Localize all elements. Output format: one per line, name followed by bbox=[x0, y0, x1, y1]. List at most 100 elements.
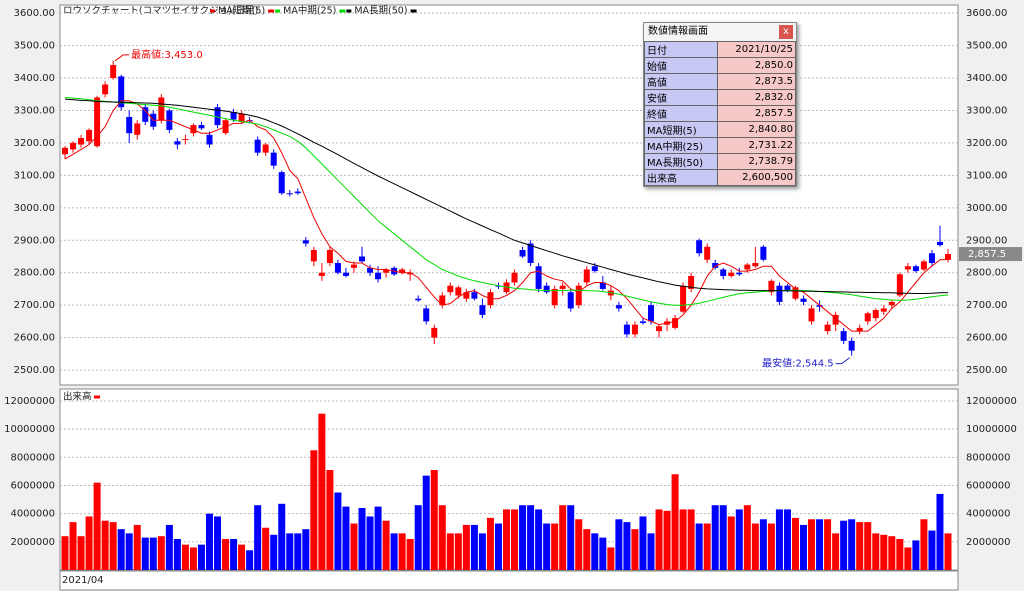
candle-body bbox=[118, 76, 125, 108]
volume-bar bbox=[695, 523, 703, 570]
volume-tick-label-right: 2000000 bbox=[966, 537, 1011, 548]
info-value: 2,850.0 bbox=[717, 57, 796, 74]
volume-bar bbox=[880, 534, 888, 570]
candle-body bbox=[567, 292, 574, 309]
candle-body bbox=[688, 275, 695, 289]
candle-body bbox=[86, 129, 93, 142]
volume-bar bbox=[414, 505, 422, 570]
volume-bar bbox=[559, 505, 567, 570]
volume-label: 出来高 bbox=[63, 391, 92, 403]
candle-body bbox=[728, 272, 735, 276]
volume-tick-label-right: 10000000 bbox=[966, 424, 1017, 435]
y-tick-label: 3200.00 bbox=[14, 138, 55, 149]
volume-bar bbox=[567, 505, 575, 570]
candle-body bbox=[78, 138, 85, 145]
volume-bar bbox=[109, 522, 117, 570]
candle-body bbox=[832, 314, 839, 325]
candle-body bbox=[696, 240, 703, 254]
candle-body bbox=[134, 123, 141, 135]
info-row: 終値 2,857.5 bbox=[644, 105, 796, 122]
info-value: 2,873.5 bbox=[717, 73, 796, 90]
date-strip bbox=[59, 570, 959, 591]
volume-bar bbox=[318, 413, 326, 570]
volume-bar bbox=[679, 509, 687, 570]
volume-bar bbox=[936, 493, 944, 570]
candle-body bbox=[367, 267, 374, 273]
x-tick-label: 2021/04 bbox=[62, 575, 104, 586]
candle-body bbox=[286, 193, 293, 195]
volume-bar bbox=[920, 519, 928, 570]
candle-body bbox=[736, 272, 743, 275]
volume-bar bbox=[238, 544, 246, 570]
high-label: 最高値:3,453.0 bbox=[131, 48, 203, 61]
info-row: MA中期(25) 2,731.22 bbox=[644, 137, 796, 154]
y-tick-label: 3100.00 bbox=[14, 170, 55, 181]
panel-header: 数値情報画面 x bbox=[644, 23, 796, 41]
volume-bar bbox=[711, 505, 719, 570]
candle-body bbox=[872, 310, 879, 319]
volume-tick-label: 8000000 bbox=[10, 452, 55, 463]
volume-bar bbox=[77, 536, 85, 570]
close-button[interactable]: x bbox=[779, 25, 793, 39]
candle-body bbox=[455, 287, 462, 296]
candle-body bbox=[752, 262, 759, 267]
candle-body bbox=[359, 256, 366, 262]
y-tick-label: 3500.00 bbox=[14, 41, 55, 52]
candle-body bbox=[302, 240, 309, 244]
volume-bar bbox=[639, 516, 647, 570]
volume-bar bbox=[406, 539, 414, 570]
volume-bar bbox=[181, 544, 189, 570]
candle-body bbox=[904, 266, 911, 270]
info-label: 高値 bbox=[644, 73, 718, 90]
volume-bar bbox=[390, 533, 398, 570]
volume-bar bbox=[864, 522, 872, 570]
candle-body bbox=[623, 324, 630, 335]
info-label: MA中期(25) bbox=[644, 137, 718, 154]
candle-body bbox=[471, 292, 478, 299]
volume-bar bbox=[519, 505, 527, 570]
candle-body bbox=[760, 246, 767, 260]
volume-bar bbox=[310, 450, 318, 570]
volume-bar bbox=[655, 509, 663, 570]
candle-body bbox=[62, 147, 68, 155]
y-tick-label: 3400.00 bbox=[14, 73, 55, 84]
candle-body bbox=[639, 321, 646, 324]
volume-bar bbox=[61, 536, 69, 570]
volume-bar bbox=[912, 540, 920, 570]
candle-body bbox=[342, 272, 349, 276]
volume-bar bbox=[398, 533, 406, 570]
volume-bar bbox=[775, 509, 783, 570]
volume-bar bbox=[382, 520, 390, 570]
volume-bar bbox=[494, 523, 502, 570]
volume-bar bbox=[230, 539, 238, 570]
candle-body bbox=[439, 295, 446, 306]
candle-body bbox=[920, 261, 927, 270]
volume-bar bbox=[751, 523, 759, 570]
candle-body bbox=[744, 264, 751, 270]
candle-body bbox=[294, 191, 301, 194]
volume-bar bbox=[430, 469, 438, 570]
candle-body bbox=[615, 305, 622, 309]
candle-body bbox=[399, 269, 406, 273]
volume-bar bbox=[543, 523, 551, 570]
volume-tick-label: 2000000 bbox=[10, 537, 55, 548]
volume-bar bbox=[93, 482, 101, 570]
candle-body bbox=[840, 331, 847, 341]
candle-body bbox=[631, 324, 638, 335]
candle-body bbox=[816, 305, 823, 307]
volume-bar bbox=[599, 537, 607, 570]
legend-label: MA短期(5) bbox=[218, 5, 265, 17]
y-tick-label-right: 3100.00 bbox=[966, 170, 1007, 181]
info-value: 2,600,500 bbox=[717, 169, 796, 186]
volume-bar bbox=[278, 503, 286, 570]
candle-body bbox=[784, 285, 791, 291]
candle-body bbox=[254, 139, 261, 153]
candle-body bbox=[94, 97, 101, 147]
candle-body bbox=[102, 84, 109, 95]
y-tick-label-right: 2700.00 bbox=[966, 300, 1007, 311]
volume-bar bbox=[816, 519, 824, 570]
y-tick-label: 2900.00 bbox=[14, 235, 55, 246]
info-value: 2021/10/25 bbox=[717, 41, 796, 58]
candle-body bbox=[591, 266, 598, 272]
candle-body bbox=[912, 266, 919, 272]
